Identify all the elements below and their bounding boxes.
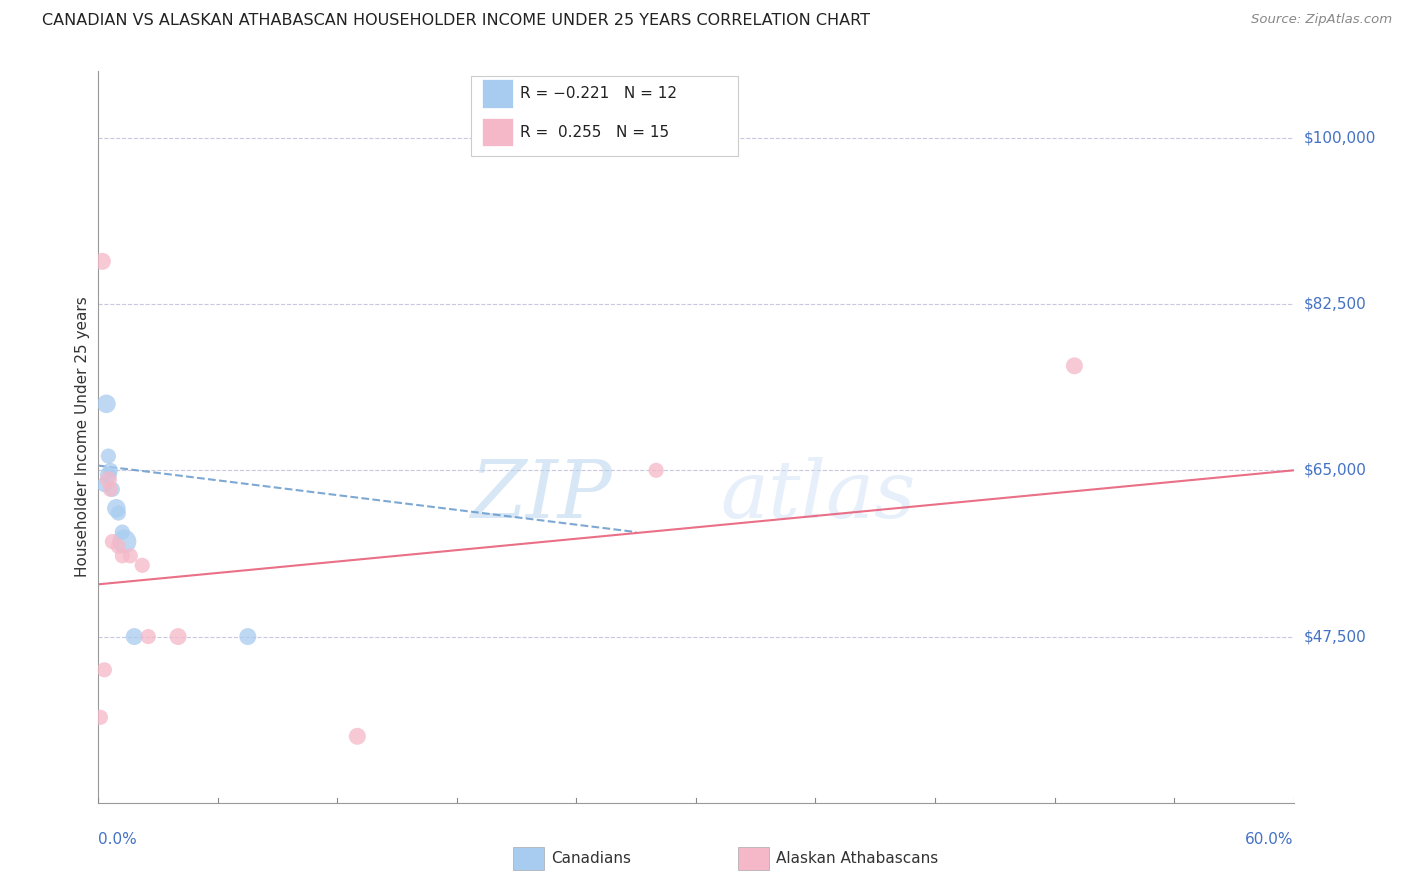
Point (645, 463, 668, 477)
Point (97, 473, 120, 487)
Point (89, 710, 111, 724)
Point (111, 524, 134, 539)
Point (93, 663, 115, 677)
Point (107, 506, 129, 520)
Point (1063, 359, 1085, 373)
Text: CANADIAN VS ALASKAN ATHABASCAN HOUSEHOLDER INCOME UNDER 25 YEARS CORRELATION CHA: CANADIAN VS ALASKAN ATHABASCAN HOUSEHOLD… (42, 13, 870, 29)
Text: atlas: atlas (720, 457, 915, 534)
Point (131, 558, 153, 573)
Point (136, 630, 159, 644)
Text: $65,000: $65,000 (1303, 463, 1367, 478)
Point (167, 630, 190, 644)
Point (98, 483, 122, 497)
Point (236, 630, 259, 644)
Point (91, 254, 114, 268)
Text: $47,500: $47,500 (1303, 629, 1367, 644)
Point (105, 501, 128, 516)
Point (96, 397, 118, 411)
Text: 60.0%: 60.0% (1246, 832, 1294, 847)
Point (101, 534, 124, 549)
Text: $82,500: $82,500 (1303, 297, 1367, 311)
Point (97, 468, 120, 483)
Point (120, 549, 142, 563)
Text: Canadians: Canadians (551, 851, 631, 866)
Text: ZIP: ZIP (471, 457, 613, 534)
Text: $100,000: $100,000 (1303, 130, 1376, 145)
Point (93, 477, 115, 491)
Point (107, 539, 129, 553)
Text: Alaskan Athabascans: Alaskan Athabascans (776, 851, 938, 866)
Text: R =  0.255   N = 15: R = 0.255 N = 15 (520, 125, 669, 140)
Point (101, 483, 124, 497)
Point (346, 729, 368, 743)
Point (124, 630, 146, 644)
Point (112, 534, 135, 549)
Point (98, 463, 122, 477)
Y-axis label: Householder Income Under 25 years: Householder Income Under 25 years (75, 297, 90, 577)
Text: R = −0.221   N = 12: R = −0.221 N = 12 (520, 87, 678, 101)
Point (111, 549, 134, 563)
Point (97, 449, 120, 463)
Text: 0.0%: 0.0% (98, 832, 138, 847)
Text: Source: ZipAtlas.com: Source: ZipAtlas.com (1251, 13, 1392, 27)
